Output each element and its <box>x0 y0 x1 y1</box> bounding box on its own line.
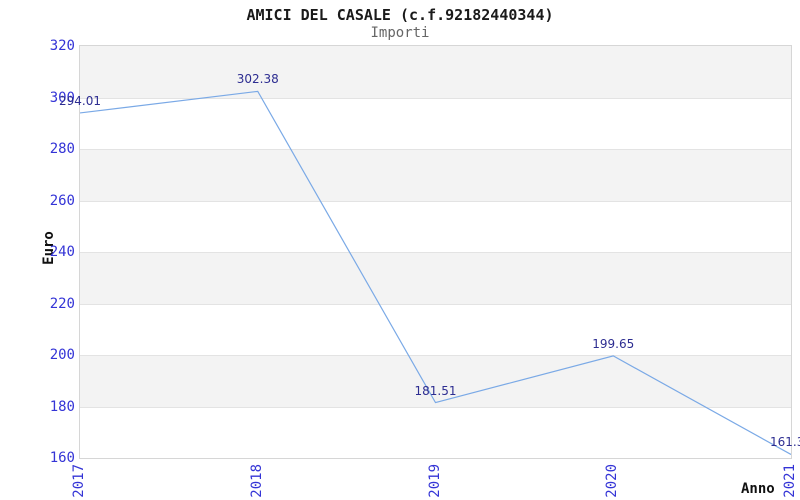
y-tick-label: 320 <box>49 38 75 54</box>
chart-title: AMICI DEL CASALE (c.f.92182440344) <box>246 6 554 24</box>
gridline <box>80 149 791 150</box>
data-label: 302.38 <box>236 72 279 87</box>
x-tick-label: 2021 <box>782 464 798 498</box>
y-tick-label: 180 <box>49 398 75 415</box>
grid-band <box>80 149 791 201</box>
x-tick-label: 2019 <box>426 464 443 498</box>
data-label: 161.36 <box>770 435 800 450</box>
gridline <box>80 355 791 356</box>
data-label: 294.01 <box>59 93 101 108</box>
gridline <box>80 252 791 253</box>
y-tick-label: 220 <box>49 295 75 312</box>
grid-band <box>80 252 791 304</box>
x-tick-label: 2018 <box>248 464 265 498</box>
gridline <box>80 201 791 202</box>
grid-band <box>80 406 791 458</box>
x-axis-label: Anno <box>741 481 775 497</box>
gridline <box>80 304 791 305</box>
x-tick-label: 2017 <box>71 464 87 498</box>
data-label: 199.65 <box>592 336 635 351</box>
data-label: 181.51 <box>414 383 457 398</box>
y-tick-label: 260 <box>49 192 75 209</box>
y-tick-label: 240 <box>49 244 75 260</box>
grid-band <box>80 355 791 407</box>
y-tick-label: 280 <box>49 141 75 157</box>
grid-band <box>80 200 791 252</box>
plot-area <box>79 45 792 459</box>
series-line <box>80 90 791 456</box>
grid-band <box>80 97 791 149</box>
x-tick-label: 2020 <box>604 464 621 498</box>
y-tick-label: 200 <box>49 347 75 363</box>
y-tick-label: 300 <box>49 89 75 106</box>
y-tick-label: 160 <box>49 450 75 466</box>
grid-band <box>80 303 791 355</box>
grid-band <box>80 46 791 98</box>
gridline <box>80 407 791 408</box>
series-line-svg <box>80 90 791 456</box>
gridline <box>80 98 791 99</box>
chart-subtitle: Importi <box>370 25 430 41</box>
